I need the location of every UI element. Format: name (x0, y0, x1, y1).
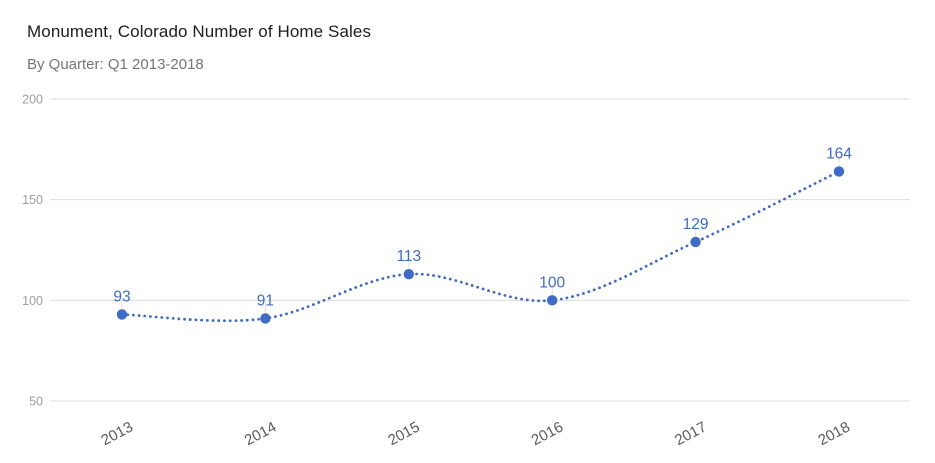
y-axis-tick-label: 200 (22, 93, 43, 107)
x-axis-tick-label: 2013 (98, 419, 135, 450)
data-point (116, 309, 128, 320)
data-point-label: 164 (826, 145, 852, 162)
x-axis-tick-label: 2017 (672, 419, 709, 450)
data-point-label: 129 (683, 216, 709, 233)
data-point (690, 236, 701, 248)
data-point (833, 166, 845, 177)
data-point (547, 295, 558, 306)
data-point-label: 113 (396, 248, 421, 265)
chart-title: Monument, Colorado Number of Home Sales (27, 22, 372, 41)
y-axis-tick-label: 100 (22, 294, 43, 308)
data-point-label: 93 (113, 288, 130, 305)
x-axis-tick-label: 2015 (385, 419, 422, 450)
data-point (403, 268, 414, 280)
x-axis-tick-label: 2014 (242, 419, 279, 450)
data-point (260, 313, 271, 324)
data-point-label: 100 (539, 274, 565, 291)
x-axis-tick-label: 2016 (529, 419, 566, 450)
chart-subtitle: By Quarter: Q1 2013-2018 (27, 56, 204, 73)
data-point-label: 91 (257, 292, 274, 309)
y-axis-tick-label: 150 (22, 193, 43, 207)
y-axis-tick-label: 50 (29, 395, 43, 409)
series-line (120, 170, 841, 323)
x-axis-tick-label: 2018 (815, 419, 852, 450)
